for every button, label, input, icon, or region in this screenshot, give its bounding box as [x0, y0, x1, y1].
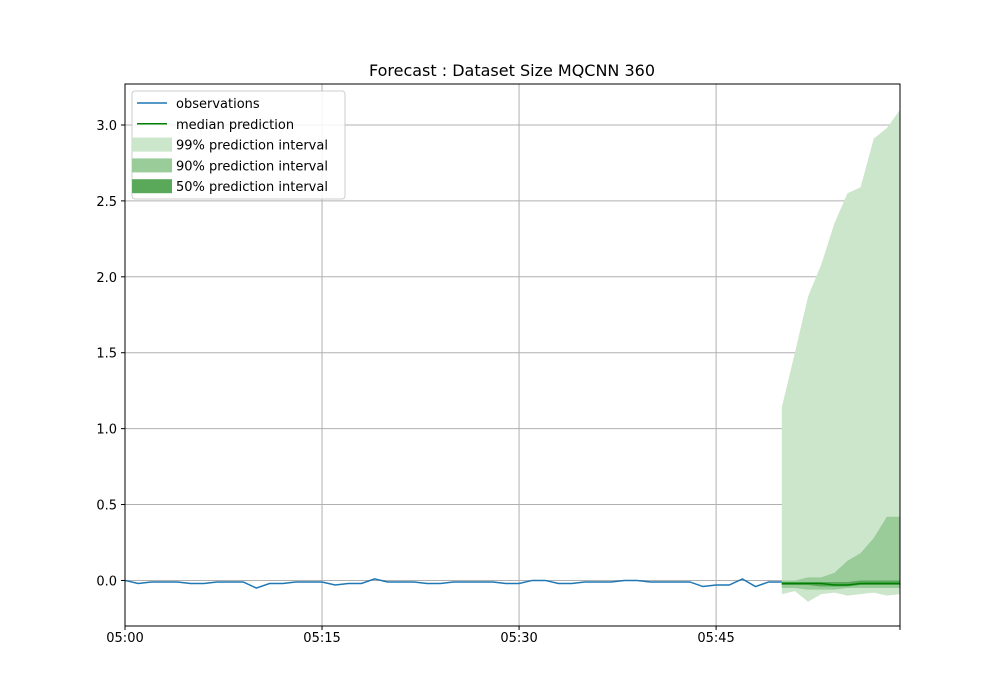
x-axis-ticks: 05:00 05:15 05:30 05:45 — [106, 626, 901, 646]
y-tick-label: 2.0 — [96, 271, 117, 286]
x-tick-label: 05:15 — [303, 631, 340, 646]
legend-band-swatch — [132, 179, 172, 194]
plot-frame — [124, 83, 901, 627]
x-tick-label: 05:00 — [106, 631, 143, 646]
prediction-band — [781, 109, 900, 602]
legend-label: 99% prediction interval — [176, 139, 328, 154]
y-tick-label: 0.5 — [96, 499, 117, 514]
observations-line — [124, 578, 782, 589]
chart-title: Forecast : Dataset Size MQCNN 360 — [369, 61, 655, 80]
legend: observations median prediction 99% predict… — [131, 90, 346, 200]
prediction-band — [781, 516, 900, 590]
prediction-interval-bands — [781, 109, 900, 602]
y-tick-label: 2.5 — [96, 195, 117, 210]
y-axis-ticks: 0.0 0.5 1.0 1.5 2.0 2.5 3.0 — [96, 119, 125, 589]
y-tick-label: 3.0 — [96, 119, 117, 134]
prediction-band — [781, 580, 900, 587]
median-line — [781, 582, 900, 586]
legend-band-swatch — [132, 158, 172, 173]
legend-label: 90% prediction interval — [176, 159, 328, 174]
x-tick-label: 05:45 — [697, 631, 734, 646]
y-tick-label: 1.5 — [96, 347, 117, 362]
legend-label: median prediction — [176, 118, 294, 133]
y-tick-label: 1.0 — [96, 423, 117, 438]
legend-band-swatch — [132, 137, 172, 152]
legend-label: 50% prediction interval — [176, 180, 328, 195]
series-lines — [124, 578, 900, 589]
legend-label: observations — [176, 97, 260, 112]
x-tick-label: 05:30 — [500, 631, 537, 646]
y-tick-label: 0.0 — [96, 574, 117, 589]
